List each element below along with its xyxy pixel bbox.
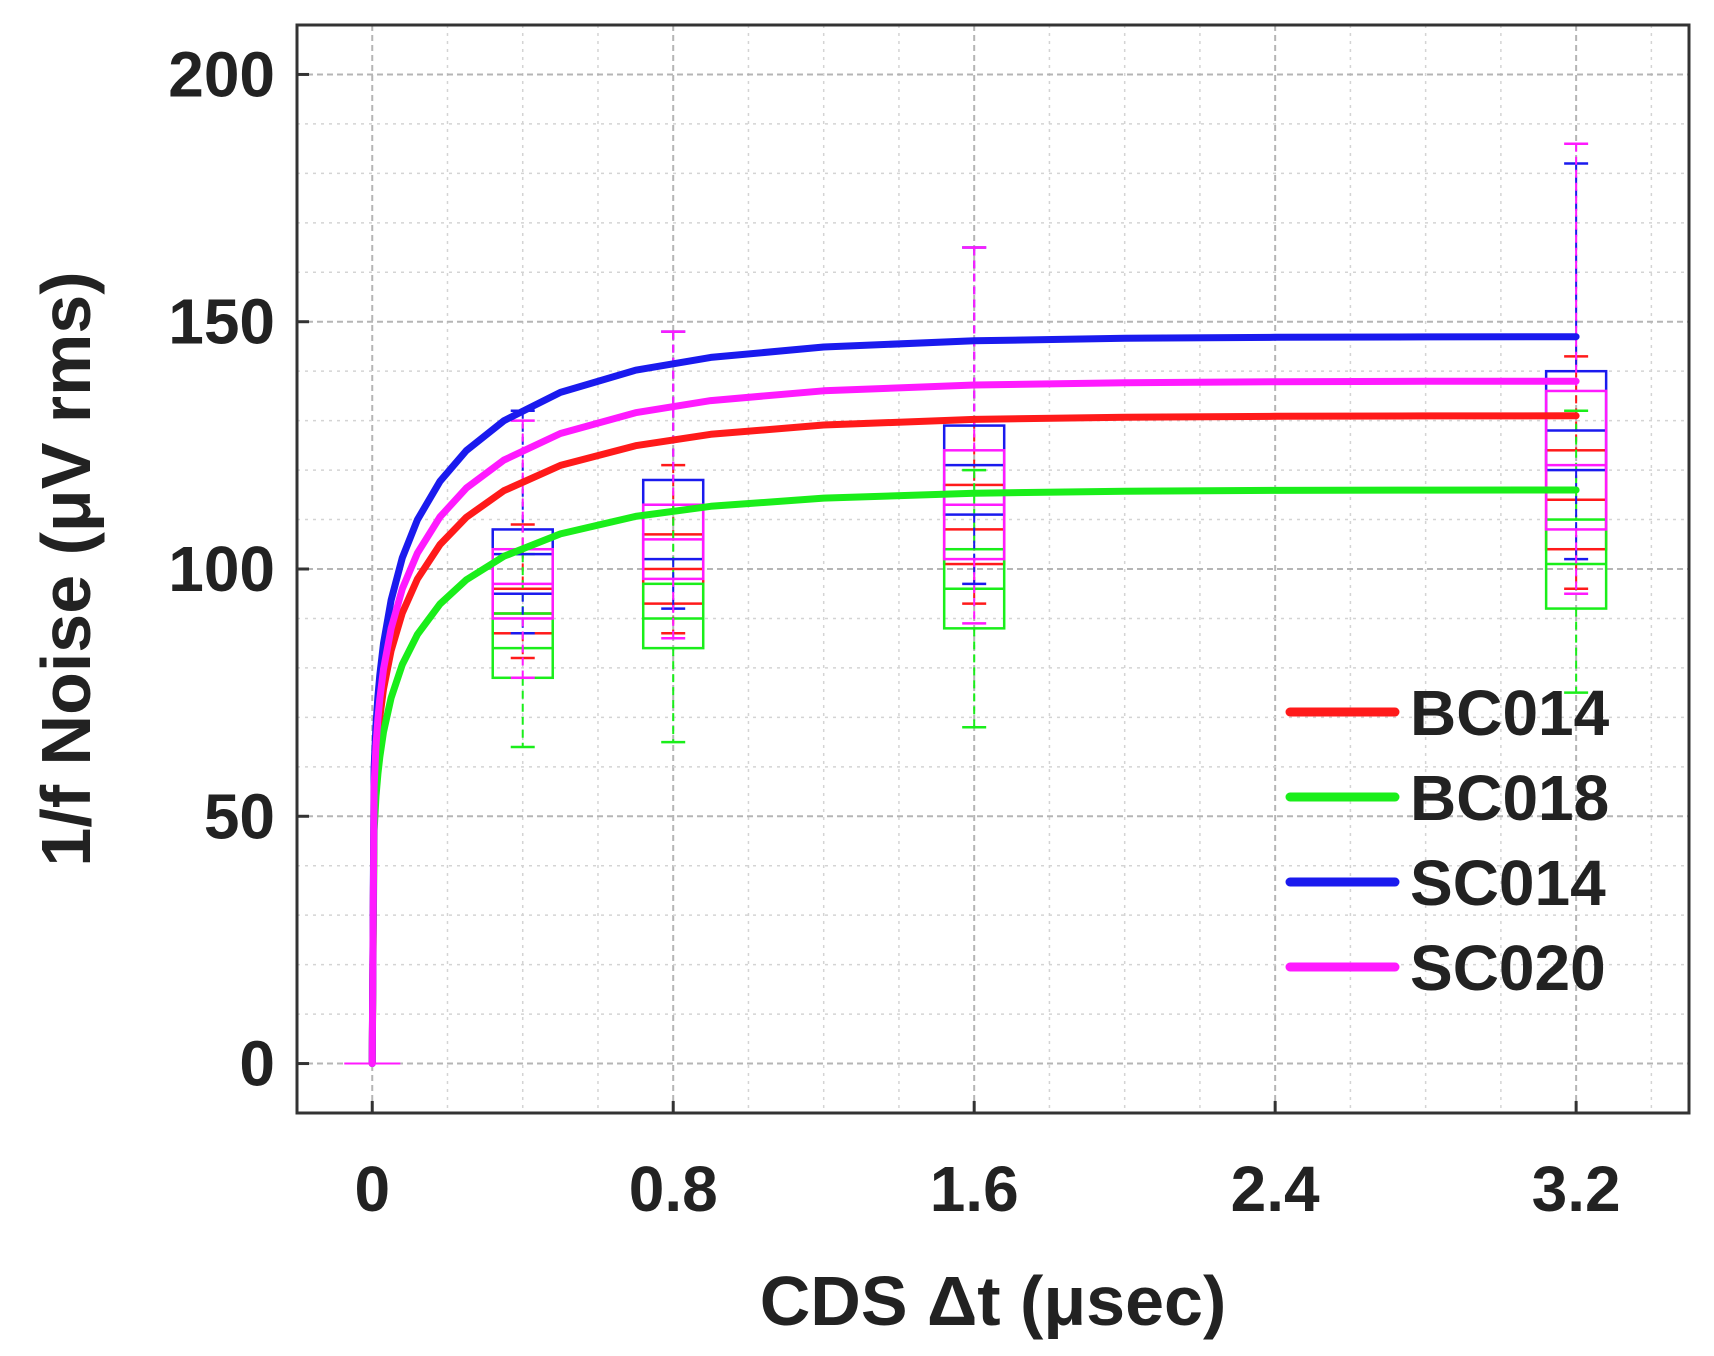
fit-curve-sc020 <box>368 377 1580 1067</box>
legend: BC014 BC018 SC014 SC020 <box>1285 677 1610 1004</box>
y-axis-title: 1/f Noise (μV rms) <box>27 271 105 866</box>
x-axis-title: CDS Δt (μsec) <box>760 1262 1227 1340</box>
y-tick-label: 0 <box>239 1028 275 1100</box>
fit-curve-bc018 <box>368 486 1580 1067</box>
legend-label: SC020 <box>1410 932 1606 1004</box>
y-tick-label: 200 <box>168 38 275 110</box>
x-tick-label: 1.6 <box>930 1153 1019 1225</box>
x-axis-ticks: 0 0.8 1.6 2.4 3.2 <box>354 1101 1621 1225</box>
legend-label: BC014 <box>1410 677 1610 749</box>
box-iqr <box>641 503 705 581</box>
x-tick-label: 0.8 <box>629 1153 718 1225</box>
legend-label: BC018 <box>1410 762 1609 834</box>
y-tick-label: 100 <box>168 533 275 605</box>
y-tick-label: 50 <box>204 780 275 852</box>
box-iqr <box>1544 389 1608 531</box>
y-axis-ticks: 0 50 100 150 200 <box>168 38 309 1100</box>
x-tick-label: 0 <box>354 1153 390 1225</box>
fit-curves <box>344 333 1580 1067</box>
x-tick-label: 2.4 <box>1231 1153 1320 1225</box>
legend-label: SC014 <box>1410 847 1606 919</box>
y-tick-label: 150 <box>168 286 275 358</box>
x-tick-label: 3.2 <box>1532 1153 1621 1225</box>
